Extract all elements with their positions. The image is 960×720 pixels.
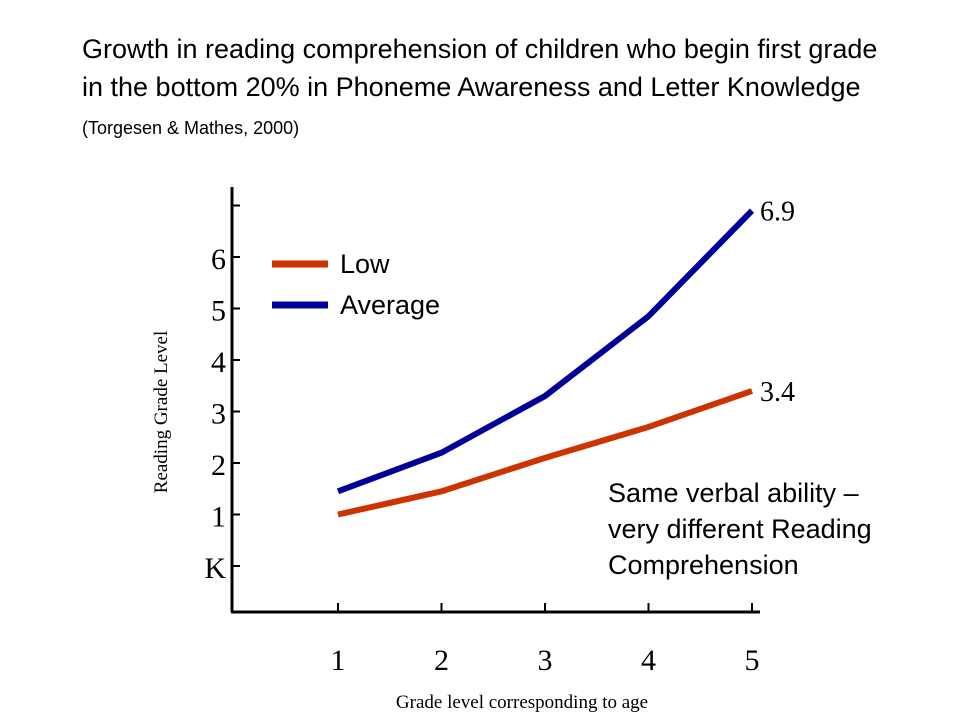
x-tick-label: 2	[434, 644, 449, 677]
y-axis-label: Reading Grade Level	[151, 331, 172, 493]
y-tick-label: 3	[211, 398, 226, 431]
x-tick-label: 5	[745, 644, 760, 677]
legend-label-low: Low	[340, 249, 390, 279]
x-tick-label: 4	[641, 644, 656, 677]
chart-title-main: Growth in reading comprehension of child…	[82, 34, 878, 102]
legend: Low Average	[272, 249, 440, 320]
annotation-line-2: very different Reading	[608, 514, 872, 544]
x-tick-label: 1	[331, 644, 346, 677]
annotation-line-1: Same verbal ability –	[608, 478, 859, 508]
chart-title: Growth in reading comprehension of child…	[82, 30, 902, 147]
end-label-average: 6.9	[760, 197, 795, 228]
x-axis-label: Grade level corresponding to age	[396, 692, 648, 713]
y-tick-label: 6	[211, 243, 226, 276]
y-tick-label: 5	[211, 295, 226, 328]
y-tick-label: 1	[211, 501, 226, 534]
legend-label-average: Average	[340, 290, 440, 320]
x-tick-label: 3	[538, 644, 553, 677]
end-label-low: 3.4	[760, 377, 795, 408]
chart-annotation: Same verbal ability – very different Rea…	[608, 475, 938, 583]
annotation-line-3: Comprehension	[608, 550, 799, 580]
y-tick-label: 2	[211, 449, 226, 482]
axes: K 1 2 3 4 5 6 1 2 3 4 5 Grade level corresponding to…	[151, 187, 760, 713]
y-tick-label: K	[204, 552, 226, 585]
series-layer: 3.4 6.9	[336, 197, 795, 518]
y-tick-label: 4	[211, 346, 226, 379]
series-line-average	[336, 208, 755, 495]
chart-title-citation: (Torgesen & Mathes, 2000)	[82, 118, 300, 138]
